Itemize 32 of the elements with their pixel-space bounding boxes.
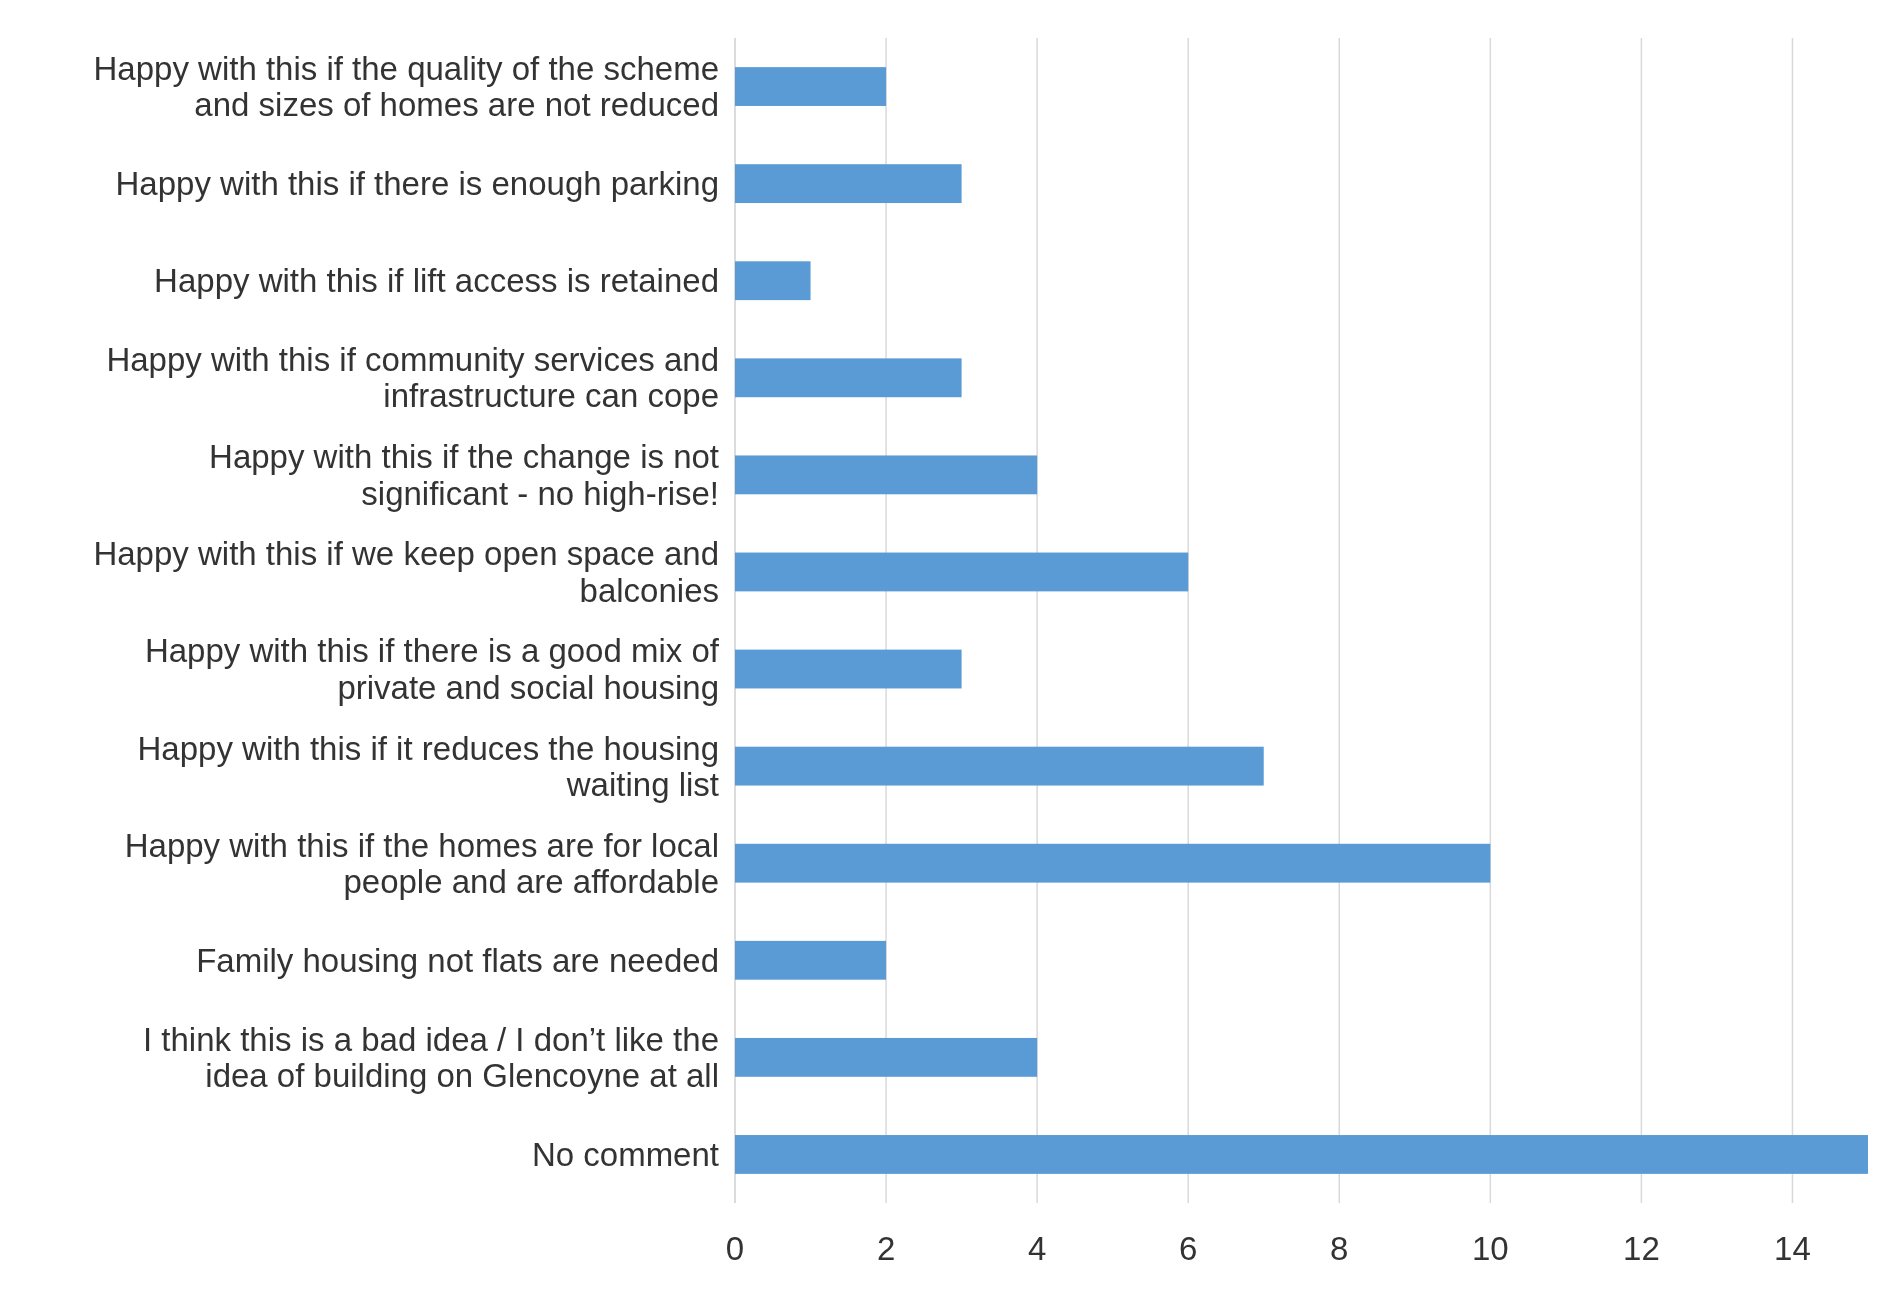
bar: [735, 455, 1038, 495]
x-tick-label: 8: [1330, 1230, 1349, 1267]
bar: [735, 940, 887, 980]
y-tick-label: No comment: [531, 1136, 719, 1174]
y-tick-label: Happy with this if the quality of the scheme and sizes of homes are not reduced: [93, 49, 719, 124]
y-tick-label: Happy with this if the homes are for local people and are affordable: [124, 826, 719, 900]
bar: [735, 67, 887, 106]
y-tick-label: I think this is a bad idea / I don’t like the idea of building on Glencoyne at all: [142, 1020, 719, 1095]
bar: [735, 358, 962, 398]
x-tick-label: 4: [1027, 1230, 1047, 1267]
x-tick-label: 6: [1179, 1230, 1198, 1267]
x-tick-label: 12: [1623, 1230, 1660, 1267]
bar: [735, 843, 1491, 883]
x-tick-label: 0: [725, 1230, 745, 1267]
y-tick-label: Family housing not flats are needed: [196, 941, 719, 979]
bar: [735, 1037, 1038, 1077]
x-tick-label: 10: [1471, 1230, 1509, 1267]
bar: [735, 261, 811, 301]
x-tick-label: 2: [876, 1230, 896, 1267]
bar: [735, 164, 962, 204]
bar: [735, 746, 1264, 786]
bar: [735, 552, 1189, 592]
x-tick-label: 14: [1774, 1230, 1811, 1267]
y-tick-label: Happy with this if it reduces the housing waiting list: [137, 729, 719, 803]
y-tick-label: Happy with this if we keep open space and balconies: [93, 535, 719, 609]
y-tick-label: Happy with this if lift access is retained: [154, 262, 719, 300]
y-tick-label: Happy with this if the change is not significant - no high-rise!: [209, 438, 719, 512]
y-tick-label: Happy with this if community services and infrastructure can cope: [106, 341, 719, 415]
y-tick-label: Happy with this if there is a good mix of private and social housing: [144, 632, 720, 706]
bar: [735, 649, 962, 689]
y-tick-label: Happy with this if there is enough parking: [115, 165, 719, 203]
bar: [735, 1135, 1868, 1174]
